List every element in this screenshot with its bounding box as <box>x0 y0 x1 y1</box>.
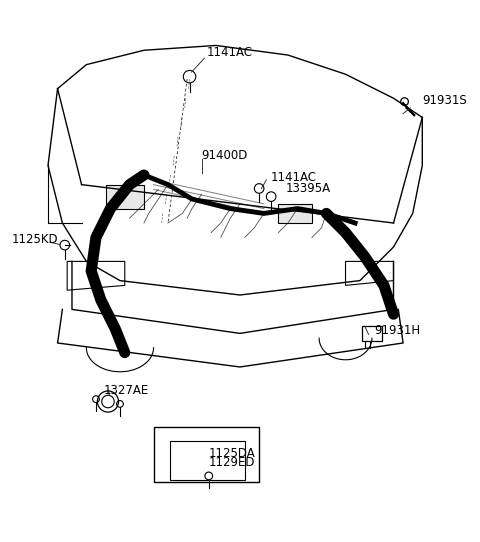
Text: 91931S: 91931S <box>422 94 467 107</box>
Text: 1125KD: 1125KD <box>12 233 59 246</box>
Text: 91400D: 91400D <box>202 150 248 162</box>
Text: 1141AC: 1141AC <box>271 171 317 184</box>
Text: 13395A: 13395A <box>286 182 331 195</box>
Bar <box>362 326 383 340</box>
Bar <box>106 185 144 209</box>
Text: 1125DA: 1125DA <box>209 447 255 460</box>
Text: 1129ED: 1129ED <box>209 456 255 469</box>
Text: 91931H: 91931H <box>374 325 420 338</box>
Text: 1141AC: 1141AC <box>206 46 252 59</box>
Bar <box>278 204 312 223</box>
Text: 1327AE: 1327AE <box>103 384 148 397</box>
